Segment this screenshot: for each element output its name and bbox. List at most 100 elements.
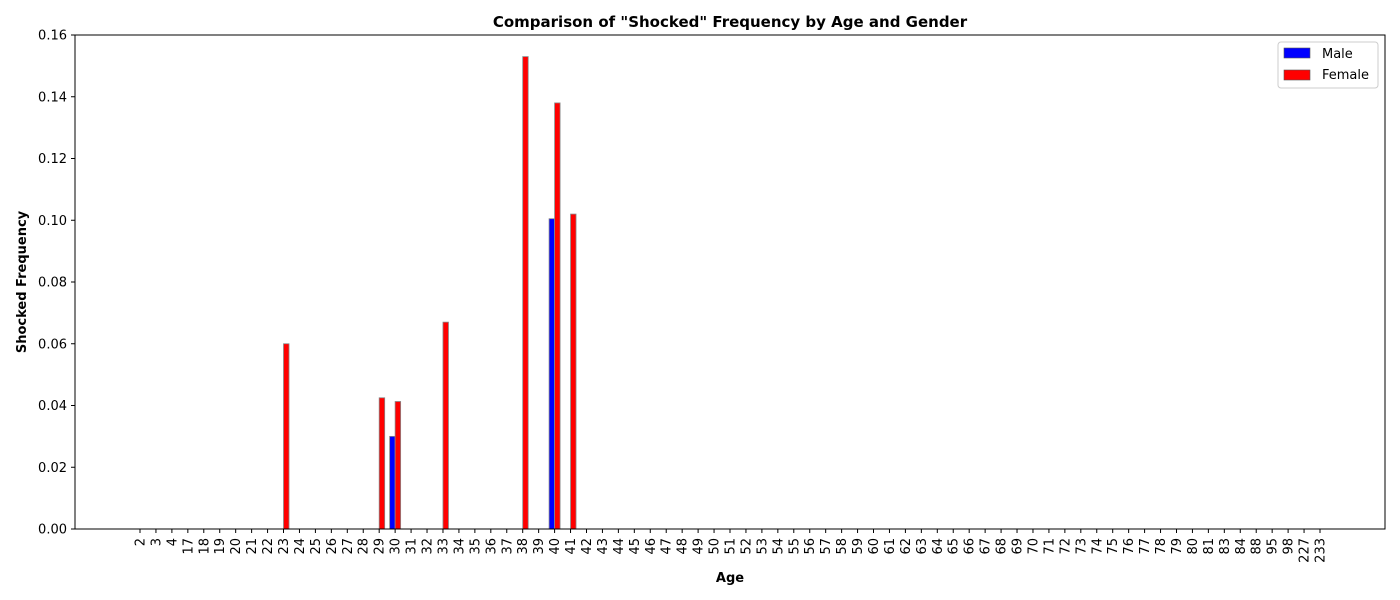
bar-male-40	[548, 218, 555, 530]
x-tick-label: 79	[1170, 538, 1185, 555]
x-tick-label: 3	[149, 538, 164, 546]
y-axis-label: Shocked Frequency	[15, 210, 30, 353]
x-tick-label: 233	[1314, 538, 1329, 563]
legend-swatch-male	[1283, 47, 1311, 59]
x-tick-label: 56	[803, 538, 818, 555]
x-tick-label: 75	[1106, 538, 1121, 555]
plot-frame	[74, 34, 1386, 530]
y-tick-label: 0.02	[38, 461, 67, 476]
x-tick-label: 18	[197, 538, 212, 555]
x-tick-label: 39	[532, 538, 547, 555]
x-tick-label: 29	[373, 538, 388, 555]
x-tick-label: 35	[468, 538, 483, 555]
bar-female-29	[378, 397, 386, 530]
y-tick-label: 0.08	[38, 276, 67, 291]
x-axis-label: Age	[716, 571, 744, 586]
x-tick-label: 60	[867, 538, 882, 555]
x-tick-label: 68	[995, 538, 1010, 555]
x-tick-label: 28	[357, 538, 372, 555]
bar-female-33	[442, 321, 449, 530]
bar-female-23	[283, 343, 290, 530]
x-tick-label: 38	[516, 538, 531, 555]
x-tick-label: 70	[1026, 538, 1041, 555]
x-tick-label: 76	[1122, 538, 1137, 555]
x-tick-label: 74	[1090, 538, 1105, 555]
x-tick-label: 69	[1011, 538, 1026, 555]
bars-group	[283, 56, 577, 530]
x-tick-label: 84	[1234, 538, 1249, 555]
x-tick-label: 45	[628, 538, 643, 555]
x-tick-label: 57	[819, 538, 834, 555]
x-tick-label: 37	[500, 538, 515, 555]
y-tick-label: 0.10	[38, 214, 67, 229]
bar-female-38	[522, 56, 529, 530]
y-tick-label: 0.00	[38, 523, 67, 538]
x-tick-label: 63	[915, 538, 930, 555]
x-tick-label: 33	[436, 538, 451, 555]
x-tick-label: 36	[484, 538, 499, 555]
x-tick-label: 23	[277, 538, 292, 555]
x-tick-label: 66	[963, 538, 978, 555]
x-tick-label: 47	[660, 538, 675, 555]
x-tick-label: 30	[389, 538, 404, 555]
x-tick-label: 72	[1058, 538, 1073, 555]
x-tick-label: 52	[739, 538, 754, 555]
y-axis-ticks: 0.00 0.02 0.04 0.06 0.08 0.10 0.12 0.14 0.16	[38, 29, 75, 538]
y-tick-label: 0.06	[38, 337, 67, 352]
x-tick-label: 83	[1218, 538, 1233, 555]
legend: Male Female	[1277, 41, 1379, 89]
x-tick-label: 54	[771, 538, 786, 555]
legend-swatch-female	[1283, 69, 1311, 81]
legend-label-male: Male	[1322, 47, 1353, 62]
x-tick-label: 227	[1298, 538, 1313, 563]
x-tick-label: 55	[787, 538, 802, 555]
x-tick-label: 43	[596, 538, 611, 555]
x-tick-label: 64	[931, 538, 946, 555]
x-tick-label: 77	[1138, 538, 1153, 555]
x-tick-label: 44	[612, 538, 627, 555]
x-tick-label: 2	[134, 538, 149, 546]
x-tick-label: 65	[947, 538, 962, 555]
x-tick-label: 98	[1282, 538, 1297, 555]
bar-female-41	[570, 213, 577, 530]
x-tick-label: 25	[309, 538, 324, 555]
y-tick-label: 0.12	[38, 152, 67, 167]
x-tick-label: 41	[564, 538, 579, 555]
y-tick-label: 0.16	[38, 29, 67, 44]
x-tick-label: 26	[325, 538, 340, 555]
x-tick-label: 73	[1074, 538, 1089, 555]
x-tick-label: 95	[1266, 538, 1281, 555]
x-tick-label: 80	[1186, 538, 1201, 555]
x-tick-label: 19	[213, 538, 228, 555]
x-tick-label: 21	[245, 538, 260, 555]
x-tick-label: 46	[644, 538, 659, 555]
x-tick-label: 40	[548, 538, 563, 555]
x-tick-label: 67	[979, 538, 994, 555]
y-tick-label: 0.14	[38, 90, 67, 105]
bar-female-40	[554, 102, 561, 530]
x-tick-label: 62	[899, 538, 914, 555]
y-tick-label: 0.04	[38, 399, 67, 414]
x-tick-label: 51	[724, 538, 739, 555]
x-tick-label: 58	[835, 538, 850, 555]
x-axis-ticks: 2 3 4 17 18 19 20 21 22 23 24 25 26 27 28 29 30 31 32 33 34 3…	[134, 529, 1329, 563]
bar-male-30	[389, 435, 396, 530]
x-tick-label: 59	[851, 538, 866, 555]
x-tick-label: 34	[452, 538, 467, 555]
x-tick-label: 42	[580, 538, 595, 555]
x-tick-label: 17	[181, 538, 196, 555]
chart-title: Comparison of "Shocked" Frequency by Age…	[493, 13, 968, 31]
x-tick-label: 49	[692, 538, 707, 555]
x-tick-label: 50	[708, 538, 723, 555]
x-tick-label: 71	[1042, 538, 1057, 555]
x-tick-label: 81	[1202, 538, 1217, 555]
x-tick-label: 61	[883, 538, 898, 555]
x-tick-label: 78	[1154, 538, 1169, 555]
x-tick-label: 88	[1250, 538, 1265, 555]
x-tick-label: 31	[405, 538, 420, 555]
x-tick-label: 22	[261, 538, 276, 555]
x-tick-label: 24	[293, 538, 308, 555]
legend-label-female: Female	[1322, 68, 1369, 83]
x-tick-label: 4	[165, 538, 180, 546]
